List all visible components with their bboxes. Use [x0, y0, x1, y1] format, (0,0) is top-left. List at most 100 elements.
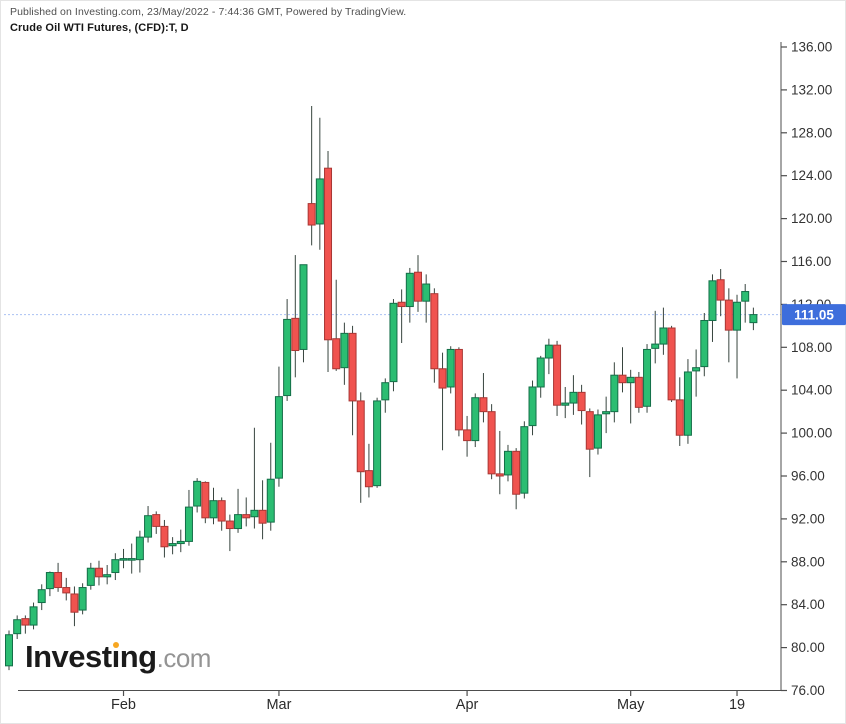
y-axis-label: 96.00	[791, 469, 825, 484]
candle-body-up	[373, 400, 382, 487]
y-axis-label: 120.00	[791, 211, 832, 226]
y-axis-label: 80.00	[791, 640, 825, 655]
candle-body-up	[683, 371, 692, 436]
logo-orange-dot-icon	[113, 641, 120, 648]
candle-body-down	[307, 203, 316, 226]
candle-body-down	[512, 450, 521, 495]
candle-body-up	[119, 558, 128, 561]
logo-text-part1: Invest	[25, 639, 112, 674]
candle-body-up	[283, 318, 292, 397]
candle-body-down	[577, 391, 586, 412]
candle-body-up	[749, 314, 758, 324]
candle-body-down	[716, 279, 725, 301]
candle-body-up	[708, 280, 717, 321]
candle-body-up	[176, 540, 185, 545]
candle-body-up	[209, 500, 218, 519]
candle-body-up	[340, 332, 349, 369]
candle-body-up	[569, 391, 578, 404]
candle-body-down	[242, 514, 251, 519]
y-axis-label: 128.00	[791, 125, 832, 140]
x-axis-label: Feb	[111, 697, 136, 713]
candle-body-up	[536, 357, 545, 388]
candle-body-up	[659, 327, 668, 345]
logo-text-part2: ng	[119, 639, 157, 674]
candle-body-up	[643, 348, 652, 407]
candle-body-down	[356, 400, 365, 473]
y-axis-label: 76.00	[791, 683, 825, 698]
y-axis-label: 136.00	[791, 40, 832, 55]
published-line: Published on Investing.com, 23/May/2022 …	[10, 6, 407, 18]
candle-body-up	[266, 478, 275, 523]
candle-body-down	[225, 520, 234, 530]
instrument-title: Crude Oil WTI Futures, (CFD):T, D	[10, 22, 189, 34]
candle-body-down	[454, 348, 463, 431]
candle-body-up	[103, 574, 112, 578]
y-axis-label: 92.00	[791, 511, 825, 526]
candle-body-up	[5, 634, 13, 667]
candle-body-down	[348, 332, 357, 402]
candle-body-up	[471, 397, 480, 442]
y-axis-label: 124.00	[791, 168, 832, 183]
candle-body-down	[487, 411, 496, 475]
candle-body-down	[160, 525, 169, 548]
candle-body-down	[553, 344, 562, 406]
candle-body-up	[250, 509, 259, 518]
candle-body-down	[667, 327, 676, 401]
logo-i-wrap: ı	[111, 639, 121, 674]
candle-body-up	[45, 572, 54, 590]
chart-header: Published on Investing.com, 23/May/2022 …	[10, 6, 406, 34]
candle-body-up	[561, 402, 570, 406]
candle-body-down	[438, 368, 447, 389]
candle-body-up	[544, 344, 553, 359]
candle-body-up	[135, 536, 144, 561]
candle-body-up	[111, 559, 120, 574]
candle-body-up	[626, 376, 635, 384]
candle-body-up	[168, 543, 177, 547]
candle-body-down	[54, 572, 63, 589]
candle-body-up	[610, 374, 619, 413]
candle-body-up	[193, 480, 202, 507]
price-badge	[782, 304, 846, 326]
y-axis-label: 84.00	[791, 597, 825, 612]
candle-body-down	[291, 317, 300, 352]
candle-body-down	[618, 374, 627, 384]
candle-body-down	[62, 587, 71, 594]
logo-dotless-i: ı	[111, 639, 121, 674]
candle-body-up	[184, 506, 193, 542]
y-axis-label: 108.00	[791, 340, 832, 355]
candle-body-up	[700, 319, 709, 368]
candle-body-down	[324, 167, 333, 341]
y-axis-label: 132.00	[791, 82, 832, 97]
candle-body-up	[520, 426, 529, 494]
candle-body-down	[201, 481, 210, 519]
candle-body-up	[274, 396, 283, 479]
candle-body-down	[364, 470, 373, 488]
candle-body-down	[675, 399, 684, 436]
candle-body-up	[144, 515, 153, 538]
candle-body-up	[234, 514, 243, 530]
candle-body-up	[602, 411, 611, 415]
candle-body-up	[389, 302, 398, 383]
candle-body-up	[299, 264, 308, 350]
candle-body-down	[430, 293, 439, 370]
candle-body-up	[651, 343, 660, 349]
candle-body-down	[332, 338, 341, 370]
candle-body-down	[463, 429, 472, 442]
candle-body-down	[479, 397, 488, 413]
candle-body-down	[414, 271, 422, 302]
candle-body-down	[724, 299, 733, 331]
candle-body-down	[21, 618, 30, 626]
x-axis-label: Apr	[456, 697, 479, 713]
candle-body-up	[405, 272, 414, 308]
candle-body-up	[692, 367, 701, 372]
candle-body-up	[127, 558, 136, 561]
candle-body-up	[422, 283, 431, 302]
y-axis-label: 104.00	[791, 383, 832, 398]
candle-body-up	[86, 567, 95, 586]
candle-body-up	[733, 301, 742, 331]
price-badge-value: 111.05	[794, 308, 834, 323]
candle-body-up	[78, 587, 87, 611]
candle-body-down	[585, 411, 594, 450]
